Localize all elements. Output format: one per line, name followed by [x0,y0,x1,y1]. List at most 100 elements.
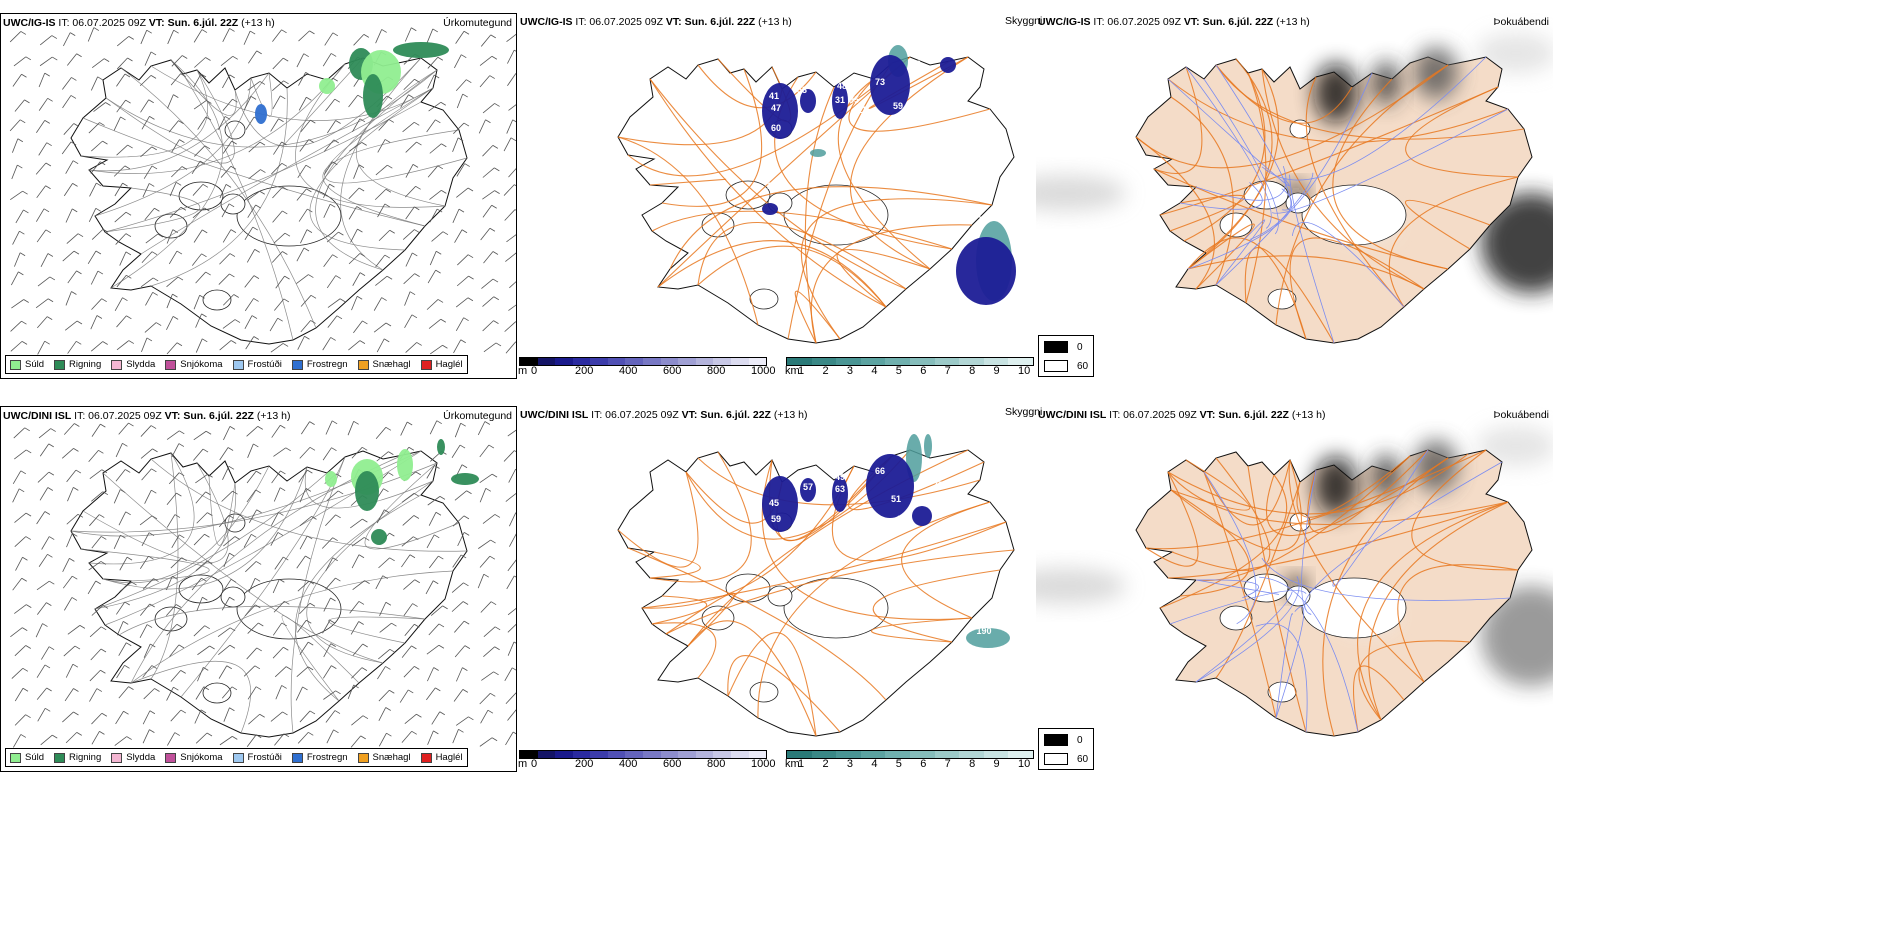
ceiling-colorbar-unit: m [518,758,528,770]
wind-barb-feather [128,686,134,690]
wind-barb-feather [232,736,238,740]
wind-barb-feather [282,343,289,347]
wind-barb [451,582,464,593]
wind-barb-feather [467,254,474,259]
wind-barb [91,491,104,502]
wind-barb [36,208,45,222]
wind-barb-feather [258,622,264,627]
wind-barb [119,251,127,266]
wind-barb-feather [205,271,211,276]
wind-barb [140,603,151,616]
wind-barb-feather [234,536,241,540]
wind-barb [116,73,126,87]
river-line [1195,576,1300,683]
wind-barb-feather [205,491,211,496]
wind-barb [14,252,21,267]
wind-barb-feather [414,206,420,211]
wind-barb [323,597,331,612]
wind-barb-feather [50,428,56,432]
wind-barb-feather [462,601,469,605]
wind-barb [91,605,104,616]
wind-barb [116,601,126,615]
wind-barb-feather [232,490,238,495]
wind-barb [378,229,391,242]
wind-barb-feather [176,342,183,347]
wind-barb [403,579,416,590]
wind-barb-feather [281,622,287,627]
wind-barb [65,732,78,744]
wind-barb-feather [146,337,153,342]
wind-barb [509,512,516,527]
wind-barb [116,99,126,113]
wind-barb [222,74,231,89]
legend-swatch [165,359,177,370]
road-line [617,136,759,326]
colorbar-step [607,358,626,365]
colorbar-step [625,358,644,365]
road-line [208,475,236,546]
wind-barb-feather [389,532,395,537]
wind-barb [506,234,516,243]
wind-barb [272,186,283,199]
wind-barb-feather [253,443,259,448]
road-line [102,466,308,590]
wind-barb-feather [388,451,394,455]
ceiling-value-label: 47 [771,103,781,113]
wind-barb [480,601,492,613]
road-line [105,69,438,148]
wind-barb-feather [48,443,54,448]
visibility-colorbar-bar [786,357,1034,366]
legend-label: Rigning [69,752,102,763]
legend-swatch [165,752,177,763]
ceiling-value-label: 10 [911,59,921,69]
wind-barb-feather [151,665,158,669]
wind-barb [378,649,391,660]
wind-barb-feather [308,139,314,143]
wind-barb-feather [74,423,80,427]
fog-patch [1314,456,1358,516]
wind-barb [193,73,202,88]
ceiling-area [956,237,1016,305]
wind-barb-feather [46,687,52,692]
panel-title: Skyggni [1005,15,1043,27]
wind-barb [456,667,463,682]
wind-barb-feather [462,667,468,671]
wind-barb [298,30,310,42]
ceiling-area [762,476,798,532]
wind-barb [223,294,235,306]
wind-barb [352,643,363,656]
legend-label: Rigning [69,359,102,370]
visibility-area [810,149,826,157]
wind-barb-feather [230,229,237,233]
wind-barb-feather [330,597,336,602]
wind-barb [64,320,78,331]
river-line [1275,613,1294,719]
road-line [727,632,817,737]
wind-barb [375,427,387,439]
road-line [150,452,179,680]
wind-barb-feather [306,229,313,233]
river-line [1187,188,1292,270]
colorbar-step [555,358,573,365]
wind-barb [192,184,204,196]
wind-barb-feather [124,601,130,606]
wind-barb-feather [123,621,129,625]
wind-barb [297,336,305,350]
wind-barb [91,536,102,549]
wind-barb [451,601,464,612]
wind-barb [353,320,363,334]
wind-barb [350,735,362,748]
visibility-colorbar-tick: 4 [871,758,878,770]
road-line [1265,457,1449,537]
wind-barb-feather [228,203,235,208]
wind-barb-feather [70,95,77,99]
wind-barb [114,297,123,311]
wind-barb-feather [204,207,210,212]
legend-item: Frostúði [232,359,282,370]
wind-barb-feather [22,667,29,672]
wind-barb [270,118,279,132]
wind-barb-feather [492,278,499,283]
wind-barb-feather [336,315,343,320]
wind-barb [144,208,155,221]
wind-barb [322,620,331,634]
